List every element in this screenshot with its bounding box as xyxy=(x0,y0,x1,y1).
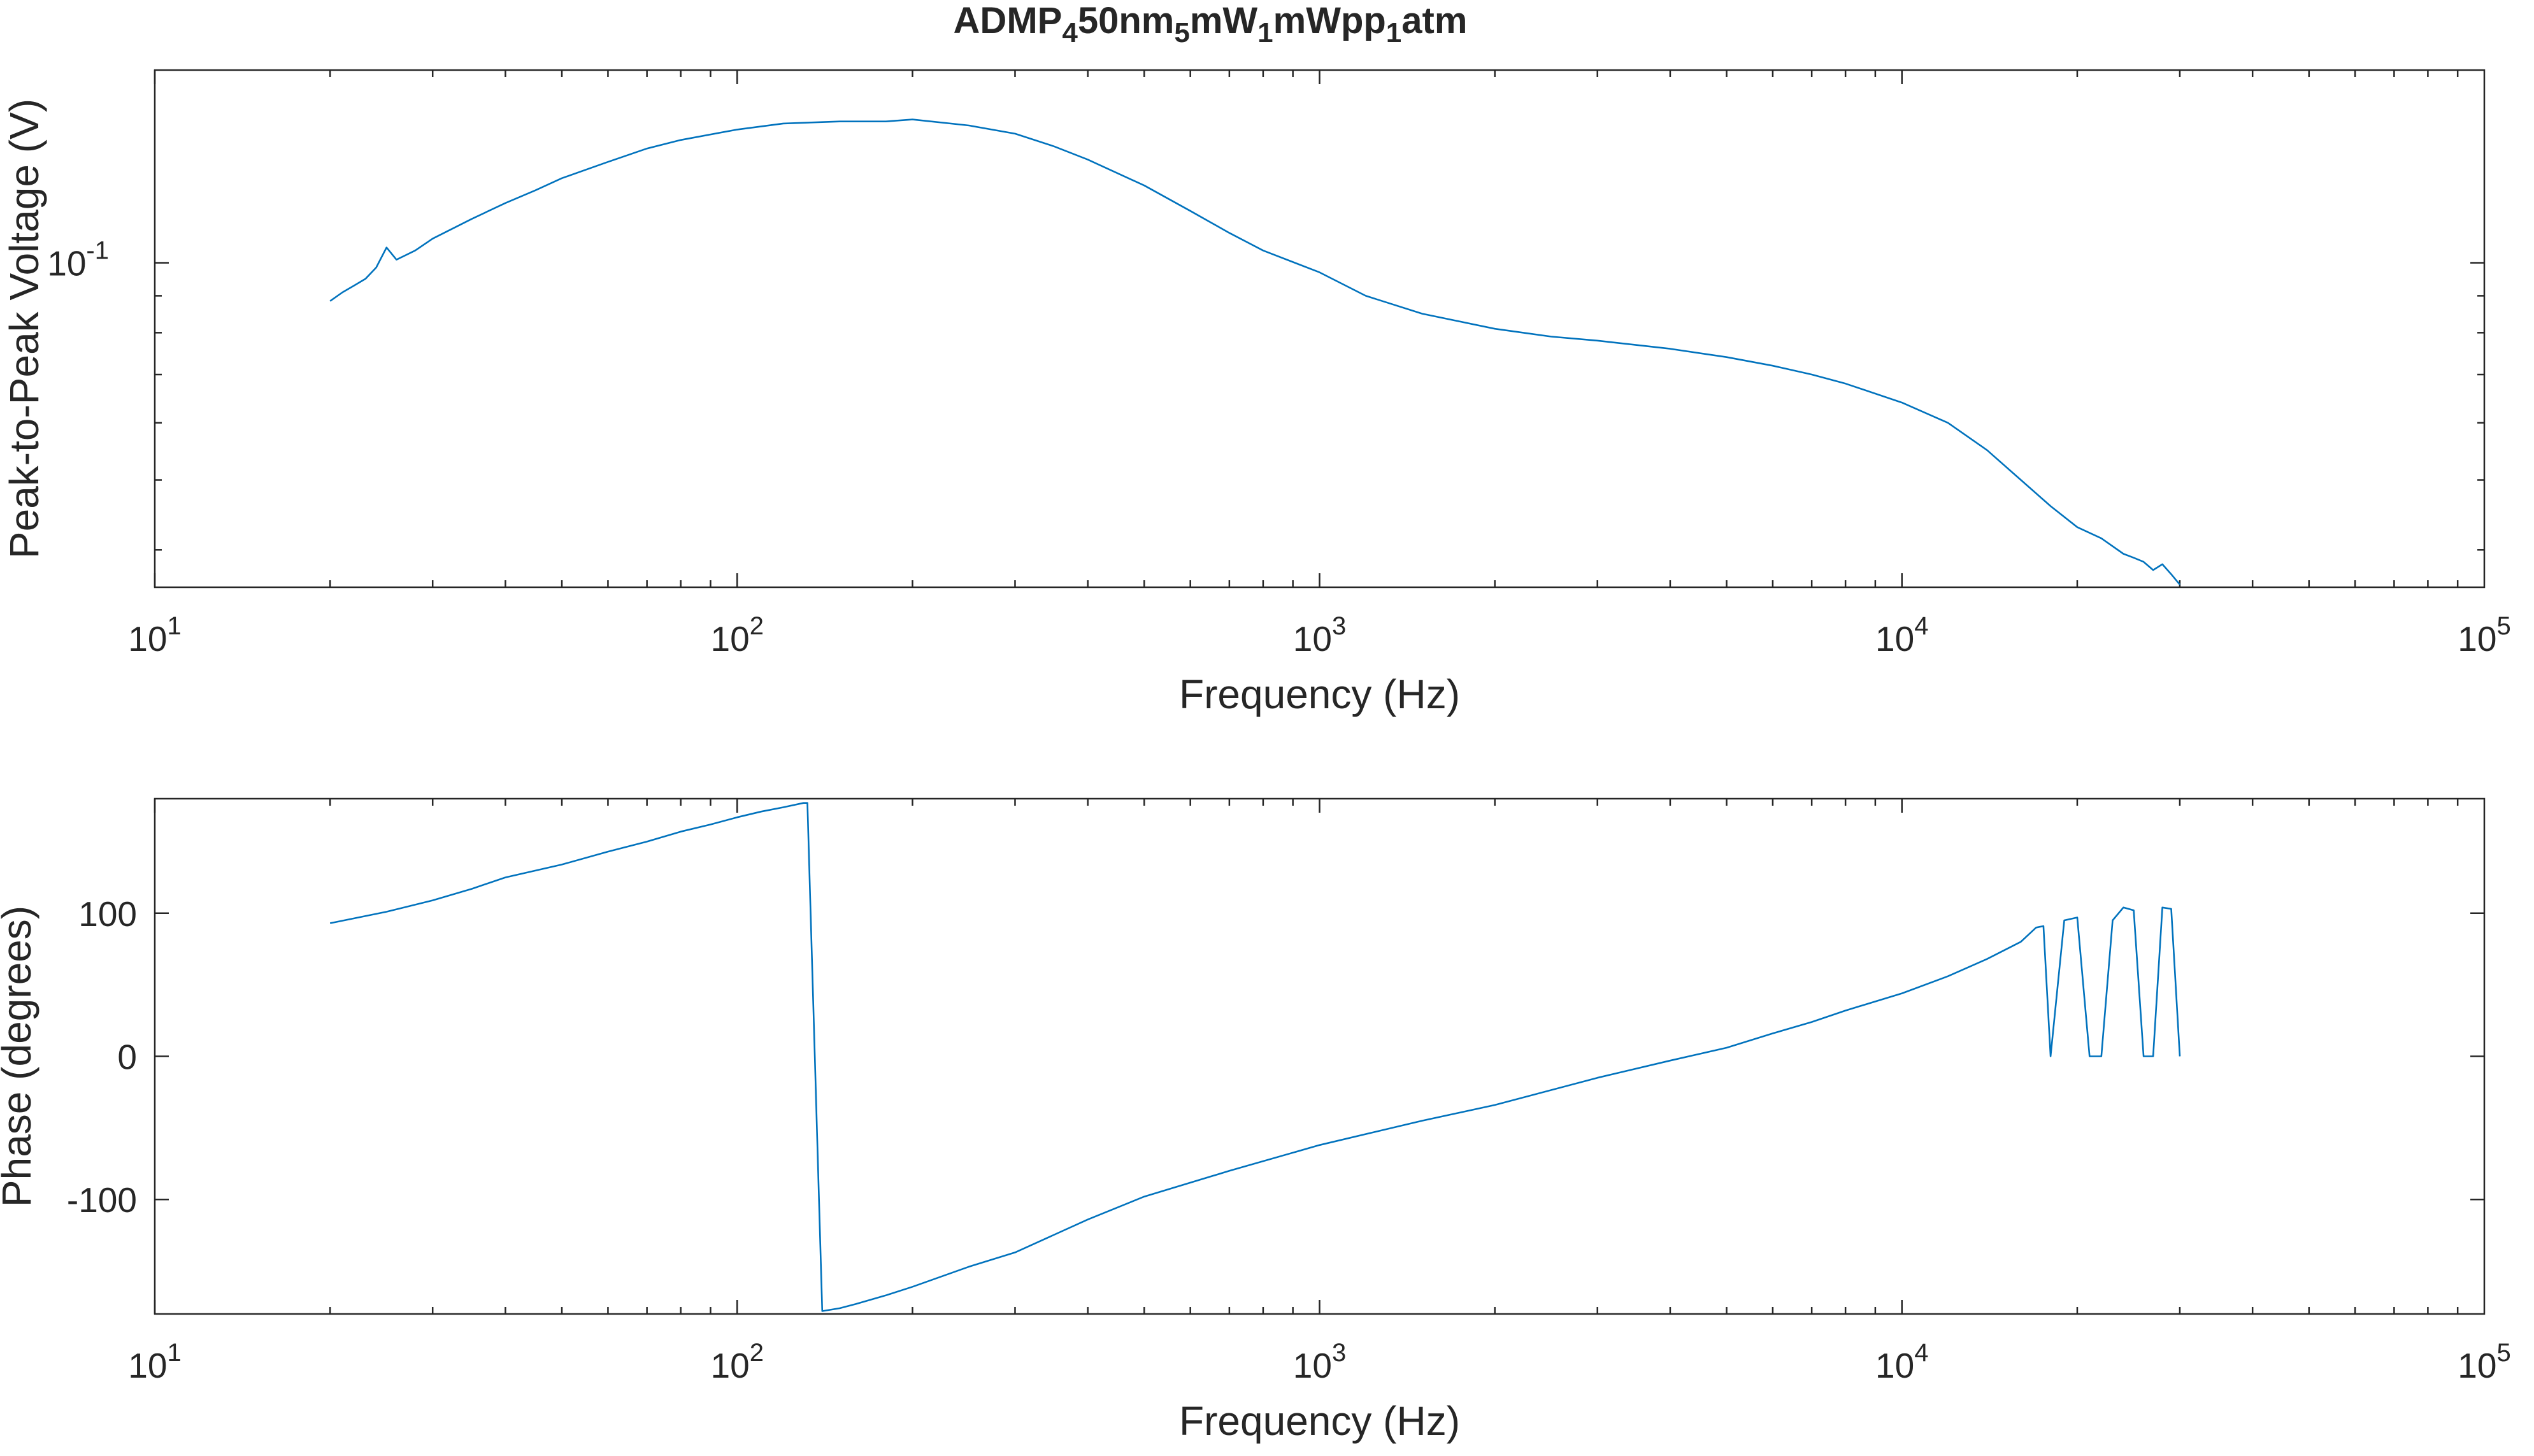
x-axis-label: Frequency (Hz) xyxy=(1179,1398,1460,1444)
title-subscript: 1 xyxy=(1257,17,1273,48)
x-tick-label: 102 xyxy=(711,612,764,659)
x-axis-label: Frequency (Hz) xyxy=(1179,671,1460,717)
y-axis-label: Phase (degrees) xyxy=(0,906,39,1207)
title-part: 50nm xyxy=(1078,0,1175,41)
title-part: mWpp xyxy=(1273,0,1386,41)
y-axis-label: Peak-to-Peak Voltage (V) xyxy=(1,99,47,559)
phase-plot: 101 102 103 104 105 -100 0 100 Frequency (Hz) Pha… xyxy=(0,797,2511,1444)
figure-title: ADMP450nm5mW1mWpp1atm xyxy=(954,0,1468,48)
x-tick-label: 105 xyxy=(2458,612,2510,659)
title-part: atm xyxy=(1401,0,1467,41)
y-tick-label: 0 xyxy=(117,1038,137,1077)
title-subscript: 1 xyxy=(1386,17,1401,48)
y-tick-label: -100 xyxy=(67,1180,137,1220)
series-line xyxy=(329,802,2181,1312)
title-subscript: 5 xyxy=(1174,17,1189,48)
x-tick-label: 103 xyxy=(1293,612,1346,659)
x-tick-label: 102 xyxy=(711,1339,764,1385)
axes-frame xyxy=(154,797,2486,1315)
x-tick-label: 101 xyxy=(128,612,181,659)
series-line xyxy=(329,118,2181,585)
x-tick-label: 103 xyxy=(1293,1339,1346,1385)
y-tick-label: 10-1 xyxy=(47,237,109,283)
x-tick-label: 104 xyxy=(1875,1339,1928,1385)
axes-frame xyxy=(154,69,2486,589)
x-tick-label: 105 xyxy=(2458,1339,2510,1385)
x-tick-label: 101 xyxy=(128,1339,181,1385)
amplitude-plot: 101 102 103 104 105 10-1 Frequency (Hz) Peak-to… xyxy=(1,69,2511,717)
title-part: mW xyxy=(1190,0,1258,41)
y-tick-label: 100 xyxy=(78,894,137,934)
x-tick-label: 104 xyxy=(1875,612,1928,659)
title-part: ADMP xyxy=(954,0,1063,41)
title-subscript: 4 xyxy=(1062,17,1078,48)
